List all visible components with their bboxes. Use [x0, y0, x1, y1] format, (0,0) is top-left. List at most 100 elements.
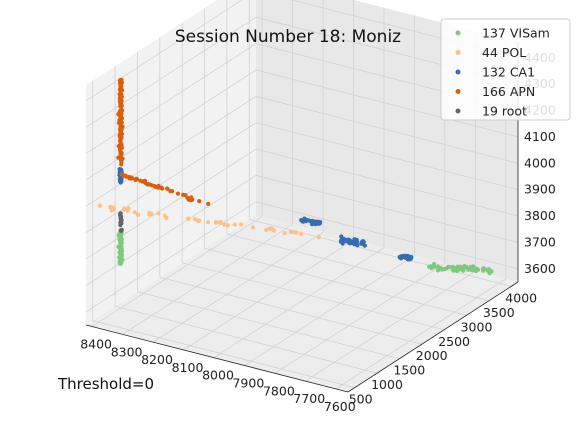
data-point: [142, 179, 146, 183]
data-point: [126, 209, 130, 213]
legend-label: 166 APN: [482, 84, 535, 99]
chart-title: Session Number 18: Moniz: [175, 27, 401, 47]
data-point: [176, 192, 180, 196]
data-point: [118, 152, 122, 156]
data-point: [129, 175, 133, 179]
data-point: [283, 231, 287, 235]
data-point: [116, 156, 120, 160]
data-point: [339, 234, 343, 238]
data-point: [110, 208, 114, 212]
data-point: [239, 222, 243, 226]
threshold-label: Threshold=0: [57, 375, 154, 393]
legend-marker: [456, 109, 461, 114]
x-tick-label: 8000: [202, 368, 234, 383]
data-point: [119, 115, 123, 119]
data-point: [404, 255, 408, 259]
data-point: [474, 269, 478, 273]
y-tick-label: 3500: [483, 305, 515, 320]
z-tick-label: 3900: [524, 182, 556, 197]
data-point: [197, 219, 201, 223]
data-point: [340, 238, 344, 242]
data-point: [135, 177, 139, 181]
data-point: [272, 229, 276, 233]
y-tick-label: 2500: [438, 334, 470, 349]
data-point: [488, 271, 492, 275]
data-point: [299, 232, 303, 236]
data-point: [145, 182, 149, 186]
data-point: [165, 186, 169, 190]
data-point: [350, 240, 354, 244]
data-point: [119, 80, 123, 84]
data-point: [470, 268, 474, 272]
data-point: [482, 267, 486, 271]
data-point: [122, 207, 126, 211]
z-tick-label: 4100: [524, 129, 556, 144]
data-point: [206, 220, 210, 224]
data-point: [119, 221, 123, 225]
data-point: [398, 255, 402, 259]
data-point: [360, 242, 364, 246]
data-point: [233, 222, 237, 226]
data-point: [119, 251, 123, 255]
data-point: [118, 214, 122, 218]
data-point: [98, 204, 102, 208]
data-point: [429, 264, 433, 268]
data-point: [226, 223, 230, 227]
data-point: [264, 228, 268, 232]
data-point: [119, 258, 123, 262]
data-point: [352, 237, 356, 241]
data-point: [119, 246, 123, 250]
data-point: [133, 210, 137, 214]
data-point: [120, 108, 124, 112]
legend: 137 VISam 44 POL 132 CA1 166 APN 19 root: [441, 19, 570, 120]
data-point: [206, 202, 210, 206]
legend-label: 137 VISam: [482, 26, 550, 41]
data-point: [160, 186, 164, 190]
data-point: [119, 128, 123, 132]
x-tick-label: 7700: [293, 391, 325, 406]
data-point: [119, 122, 123, 126]
data-point: [219, 220, 223, 224]
legend-marker: [456, 89, 461, 94]
legend-label: 19 root: [482, 104, 527, 119]
data-point: [251, 225, 255, 229]
data-point: [311, 219, 315, 223]
y-tick-label: 2000: [416, 348, 448, 363]
data-point: [451, 269, 455, 273]
x-tick-label: 7900: [232, 376, 264, 391]
data-point: [156, 211, 160, 215]
data-point: [118, 140, 122, 144]
data-point: [289, 230, 293, 234]
legend-marker: [456, 31, 461, 36]
y-tick-label: 4000: [505, 290, 537, 305]
z-tick-label: 3800: [524, 208, 556, 223]
data-point: [462, 264, 466, 268]
x-tick-label: 7800: [263, 383, 295, 398]
data-point: [120, 104, 124, 108]
data-point: [164, 216, 168, 220]
data-point: [294, 231, 298, 235]
data-point: [155, 185, 159, 189]
legend-label: 44 POL: [482, 45, 526, 60]
data-point: [197, 199, 201, 203]
data-point: [437, 265, 441, 269]
data-point: [119, 228, 123, 232]
x-tick-label: 8300: [111, 344, 143, 359]
data-point: [121, 173, 125, 177]
legend-label: 132 CA1: [482, 65, 535, 80]
data-point: [186, 217, 190, 221]
legend-marker: [456, 50, 461, 55]
y-tick-label: 500: [349, 392, 373, 407]
z-tick-label: 3600: [524, 261, 556, 276]
data-point: [119, 160, 123, 164]
data-point: [119, 94, 123, 98]
y-tick-label: 1000: [371, 377, 403, 392]
data-point: [301, 219, 305, 223]
data-point: [119, 84, 123, 88]
data-point: [188, 197, 192, 201]
x-tick-label: 8400: [80, 337, 112, 352]
data-point: [317, 235, 321, 239]
data-point: [120, 99, 124, 103]
z-tick-label: 3700: [524, 234, 556, 249]
